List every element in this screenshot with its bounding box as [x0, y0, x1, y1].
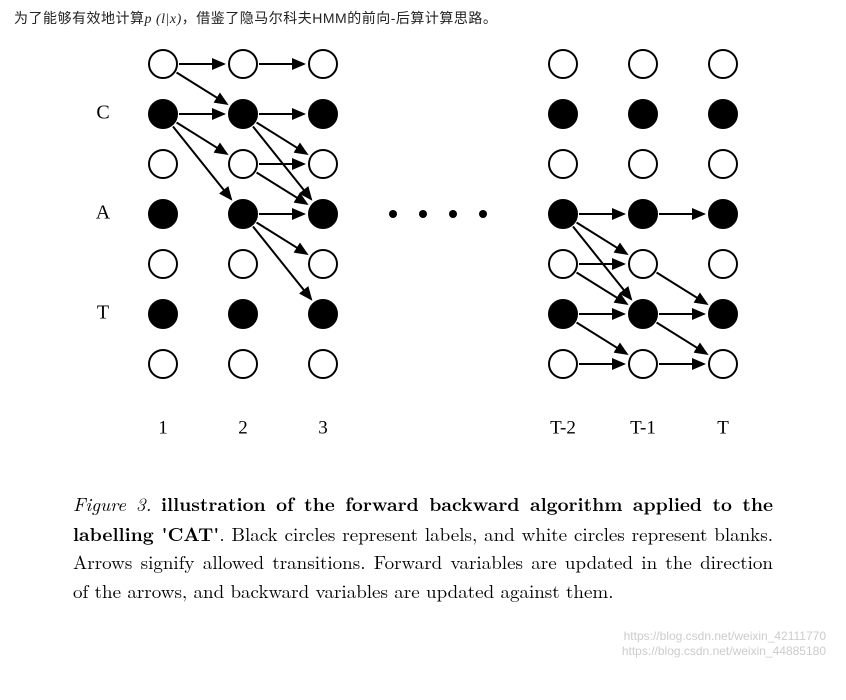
label-node	[709, 100, 737, 128]
blank-node	[629, 50, 657, 78]
ellipsis-dot	[449, 210, 457, 218]
label-node	[149, 200, 177, 228]
diagram-container: C A T 1 2 3 T-2 T-1 T	[73, 34, 773, 459]
blank-node	[709, 350, 737, 378]
transition-arrow	[657, 272, 707, 303]
intro-text: 为了能够有效地计算p (l|x)，借鉴了隐马尔科夫HMM的前向-后算计算思路。	[14, 8, 832, 28]
blank-node	[549, 250, 577, 278]
column-label: 3	[318, 417, 328, 438]
ellipsis-dot	[389, 210, 397, 218]
label-node	[629, 100, 657, 128]
blank-node	[229, 150, 257, 178]
transition-arrow	[577, 322, 627, 353]
blank-node	[229, 50, 257, 78]
blank-node	[309, 150, 337, 178]
transition-arrow	[257, 122, 307, 153]
label-node	[229, 300, 257, 328]
figure-caption: Figure 3. illustration of the forward ba…	[73, 489, 773, 605]
watermark-line-1: https://blog.csdn.net/weixin_42111770	[622, 629, 826, 643]
blank-node	[229, 350, 257, 378]
column-label: T-2	[550, 417, 576, 438]
transition-arrow	[657, 322, 707, 353]
column-label: T-1	[630, 417, 656, 438]
column-label: T	[717, 417, 729, 438]
watermark: https://blog.csdn.net/weixin_42111770 ht…	[622, 629, 826, 658]
intro-suffix: ，借鉴了隐马尔科夫HMM的前向-后算计算思路。	[182, 10, 498, 26]
blank-node	[549, 350, 577, 378]
transition-arrow	[177, 72, 227, 103]
blank-node	[149, 350, 177, 378]
label-node	[309, 200, 337, 228]
transition-arrow	[257, 222, 307, 253]
label-node	[709, 300, 737, 328]
label-node	[229, 100, 257, 128]
label-node	[309, 100, 337, 128]
intro-formula: p (l|x)	[145, 12, 182, 27]
label-node	[149, 300, 177, 328]
label-node	[549, 300, 577, 328]
transition-arrow	[257, 172, 307, 203]
label-node	[149, 100, 177, 128]
blank-node	[309, 50, 337, 78]
blank-node	[309, 250, 337, 278]
column-label: 2	[238, 417, 248, 438]
blank-node	[549, 50, 577, 78]
label-node	[629, 200, 657, 228]
label-node	[709, 200, 737, 228]
blank-node	[309, 350, 337, 378]
page-root: 为了能够有效地计算p (l|x)，借鉴了隐马尔科夫HMM的前向-后算计算思路。 …	[0, 0, 846, 700]
row-label: A	[96, 202, 111, 224]
label-node	[549, 100, 577, 128]
blank-node	[629, 150, 657, 178]
blank-node	[149, 250, 177, 278]
lattice-diagram: C A T 1 2 3 T-2 T-1 T	[73, 34, 773, 454]
label-node	[549, 200, 577, 228]
ellipsis-dot	[419, 210, 427, 218]
blank-node	[709, 150, 737, 178]
blank-node	[149, 50, 177, 78]
watermark-line-2: https://blog.csdn.net/weixin_44885180	[622, 644, 826, 658]
intro-prefix: 为了能够有效地计算	[14, 10, 145, 26]
blank-node	[549, 150, 577, 178]
blank-node	[709, 50, 737, 78]
transition-arrow	[577, 272, 627, 303]
blank-node	[229, 250, 257, 278]
label-node	[229, 200, 257, 228]
transition-arrow	[577, 222, 627, 253]
ellipsis-dot	[479, 210, 487, 218]
label-node	[309, 300, 337, 328]
row-label: C	[96, 102, 109, 124]
column-label: 1	[158, 417, 168, 438]
transition-arrow	[177, 122, 227, 153]
caption-figure-label: Figure 3.	[73, 490, 151, 517]
label-node	[629, 300, 657, 328]
row-label: T	[97, 302, 109, 324]
blank-node	[629, 250, 657, 278]
blank-node	[709, 250, 737, 278]
blank-node	[629, 350, 657, 378]
blank-node	[149, 150, 177, 178]
